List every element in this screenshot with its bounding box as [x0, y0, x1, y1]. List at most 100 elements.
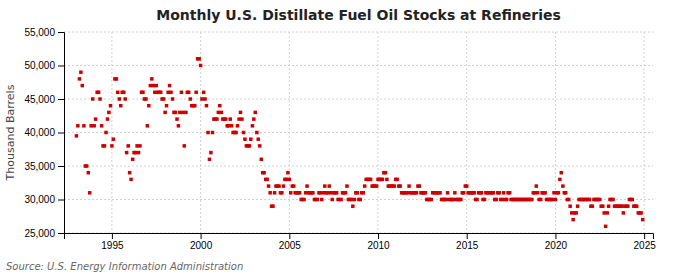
- point: [607, 204, 611, 208]
- point: [564, 191, 568, 195]
- point: [178, 111, 182, 115]
- x-tick-mark: [378, 233, 379, 239]
- y-tick: 55,000: [24, 27, 64, 38]
- point: [104, 131, 108, 135]
- point: [350, 198, 354, 202]
- point: [220, 111, 224, 115]
- point: [150, 77, 154, 81]
- point: [567, 198, 571, 202]
- grid: [64, 32, 653, 233]
- point: [169, 91, 173, 95]
- point: [375, 184, 379, 188]
- point: [240, 117, 244, 121]
- point: [424, 191, 428, 195]
- point: [339, 198, 343, 202]
- point: [110, 144, 114, 148]
- point: [459, 198, 463, 202]
- title: Monthly U.S. Distillate Fuel Oil Stocks …: [156, 7, 561, 23]
- point: [462, 191, 466, 195]
- point: [106, 117, 110, 121]
- y-tick-label: 50,000: [24, 60, 55, 71]
- y-tick-label: 25,000: [24, 228, 55, 239]
- point: [444, 198, 448, 202]
- point: [98, 97, 102, 101]
- point: [97, 91, 101, 95]
- point: [255, 131, 259, 135]
- point: [292, 184, 296, 188]
- y-tick-mark: [58, 66, 64, 67]
- point: [626, 204, 630, 208]
- point: [320, 198, 324, 202]
- y-tick: 50,000: [24, 60, 64, 71]
- point: [267, 184, 271, 188]
- y-grid-line: [64, 32, 653, 33]
- point: [128, 171, 132, 175]
- point: [574, 211, 578, 215]
- point: [171, 97, 175, 101]
- point: [155, 84, 159, 88]
- point: [571, 218, 575, 222]
- point: [187, 91, 191, 95]
- point: [305, 184, 309, 188]
- y-grid-line: [64, 166, 653, 167]
- x-tick-mark: [112, 233, 113, 239]
- point: [536, 191, 540, 195]
- x-tick: 2000: [190, 233, 213, 251]
- x-tick: 2015: [456, 233, 479, 251]
- point: [236, 124, 240, 128]
- point: [184, 111, 188, 115]
- point: [109, 104, 113, 108]
- x-grid-line: [466, 32, 467, 233]
- point: [137, 151, 141, 155]
- point: [356, 191, 360, 195]
- point: [508, 191, 512, 195]
- point: [248, 144, 252, 148]
- point: [327, 184, 331, 188]
- x-tick-label: 2000: [190, 240, 213, 251]
- point: [452, 198, 456, 202]
- y-tick: 40,000: [24, 127, 64, 138]
- point: [345, 184, 349, 188]
- x-axis-line: [65, 234, 654, 240]
- point: [224, 117, 228, 121]
- point: [497, 191, 501, 195]
- point: [395, 178, 399, 182]
- y-tick-label: 35,000: [24, 161, 55, 172]
- point: [288, 178, 292, 182]
- point: [175, 117, 179, 121]
- point: [381, 178, 385, 182]
- point: [588, 198, 592, 202]
- x-tick-label: 2020: [545, 240, 568, 251]
- point: [418, 184, 422, 188]
- point: [495, 198, 499, 202]
- point: [385, 178, 389, 182]
- point: [126, 144, 130, 148]
- x-tick-mark: [644, 233, 645, 239]
- y-tick: 25,000: [24, 228, 64, 239]
- point: [134, 151, 138, 155]
- x-grid-line: [555, 32, 556, 233]
- point: [211, 131, 215, 135]
- point: [576, 204, 580, 208]
- point: [530, 198, 534, 202]
- point: [76, 124, 80, 128]
- x-tick-mark: [555, 233, 556, 239]
- x-grid-line: [111, 32, 112, 233]
- point: [335, 191, 339, 195]
- point: [353, 198, 357, 202]
- point: [539, 198, 543, 202]
- point: [560, 171, 564, 175]
- x-grid-line: [644, 32, 645, 233]
- point: [502, 191, 506, 195]
- point: [89, 124, 93, 128]
- point: [282, 184, 286, 188]
- x-tick: 2020: [545, 233, 568, 251]
- point: [181, 111, 185, 115]
- point: [103, 144, 107, 148]
- point: [94, 117, 98, 121]
- point: [543, 191, 547, 195]
- point: [630, 198, 634, 202]
- y-axis-line: [58, 33, 65, 234]
- point: [202, 91, 206, 95]
- point: [116, 91, 120, 95]
